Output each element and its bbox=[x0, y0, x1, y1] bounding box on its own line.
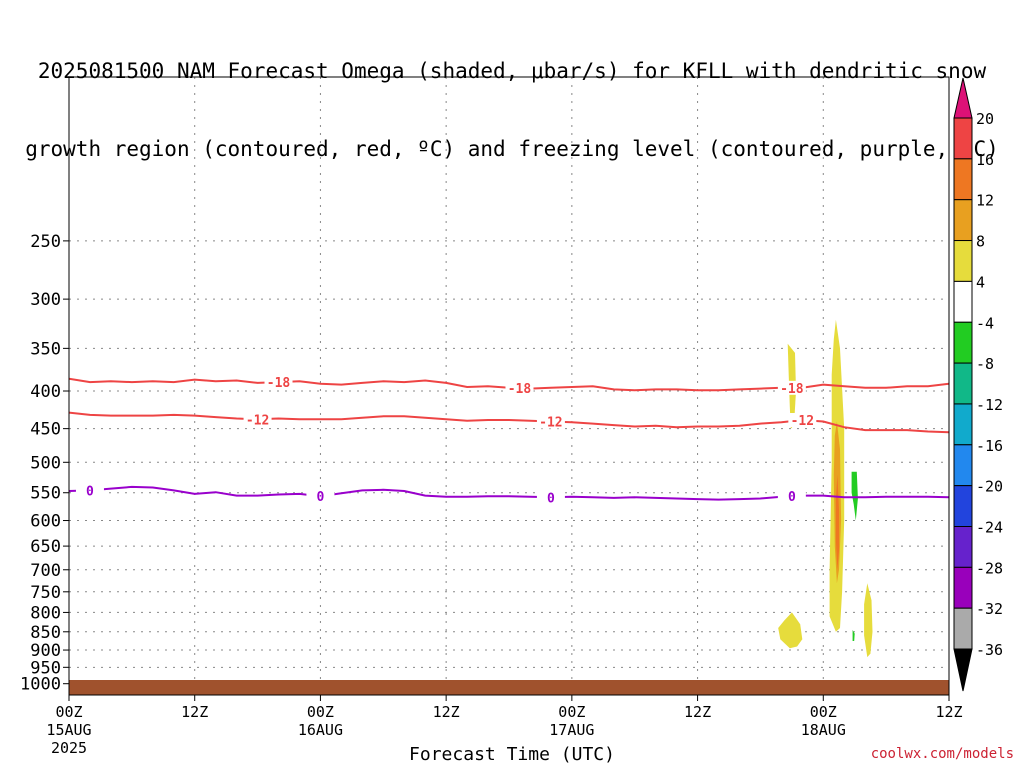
omega-shade-region bbox=[778, 612, 803, 649]
colorbar-label: -16 bbox=[976, 437, 1003, 455]
credit-link[interactable]: coolwx.com/models bbox=[870, 746, 1014, 762]
colorbar-swatch bbox=[953, 158, 973, 201]
x-tick-date: 15AUG bbox=[46, 721, 91, 739]
y-tick-label: 600 bbox=[30, 512, 61, 532]
colorbar-label: -4 bbox=[976, 314, 994, 332]
x-tick-label: 00Z bbox=[810, 703, 837, 721]
contour-label: 0 bbox=[547, 491, 555, 506]
contour-label-bg bbox=[536, 490, 565, 505]
y-tick-label: 800 bbox=[30, 603, 61, 623]
contour-label: -12 bbox=[246, 413, 269, 428]
omega-shade-region bbox=[835, 474, 839, 570]
colorbar-label: -8 bbox=[976, 355, 994, 373]
contour-label: -12 bbox=[539, 415, 562, 430]
ground-layer bbox=[69, 680, 949, 695]
contour-labels: -18 -18 -18 -12 -12 -12 0 0 0 0 bbox=[75, 375, 817, 506]
y-tick-label: 650 bbox=[30, 537, 61, 557]
colorbar-swatch bbox=[953, 321, 973, 364]
y-tick-label: 950 bbox=[30, 658, 61, 678]
contour-label: -18 bbox=[780, 382, 804, 397]
y-tick-label: 250 bbox=[30, 232, 61, 252]
x-tick-label: 00Z bbox=[307, 703, 334, 721]
chart-title: 2025081500 NAM Forecast Omega (shaded, μ… bbox=[0, 6, 1024, 188]
x-tick-date: 17AUG bbox=[549, 721, 594, 739]
colorbar-label: -28 bbox=[976, 559, 1003, 577]
colorbar-label: -24 bbox=[976, 519, 1003, 537]
colorbar-swatch bbox=[953, 566, 973, 609]
y-tick-label: 900 bbox=[30, 641, 61, 661]
colorbar: 20 16 12 8 4 -4 -8 -12 -16 -20 -24 -28 -32 -36 bbox=[953, 77, 1003, 692]
contour-label: -18 bbox=[508, 382, 532, 397]
colorbar-swatch bbox=[953, 362, 973, 405]
x-tick-year: 2025 bbox=[51, 739, 87, 757]
contour-label: -12 bbox=[791, 414, 814, 429]
y-tick-label: 400 bbox=[30, 382, 61, 402]
x-tick-label: 12Z bbox=[181, 703, 208, 721]
colorbar-swatch bbox=[953, 199, 973, 242]
y-tick-label: 700 bbox=[30, 561, 61, 581]
y-tick-label: 550 bbox=[30, 484, 61, 504]
colorbar-swatch bbox=[953, 444, 973, 487]
chart-title-line1: 2025081500 NAM Forecast Omega (shaded, μ… bbox=[37, 59, 987, 83]
colorbar-label: -20 bbox=[976, 478, 1003, 496]
contour-label: 0 bbox=[788, 490, 796, 505]
contour-label-bg bbox=[505, 381, 534, 396]
contour-label-bg bbox=[75, 483, 104, 498]
contour-label-bg bbox=[777, 380, 806, 395]
y-tick-label: 500 bbox=[30, 453, 61, 473]
omega-shade-region bbox=[851, 471, 858, 521]
colorbar-swatch bbox=[953, 240, 973, 282]
y-tick-label: 850 bbox=[30, 623, 61, 643]
y-axis: 2503003504004505005506006507007508008509… bbox=[20, 232, 69, 695]
y-tick-label: 350 bbox=[30, 339, 61, 359]
x-tick-label: 12Z bbox=[684, 703, 711, 721]
contour-label-bg bbox=[777, 489, 806, 504]
omega-shading bbox=[778, 319, 873, 658]
colorbar-label: 16 bbox=[976, 151, 994, 169]
x-tick-label: 00Z bbox=[55, 703, 82, 721]
colorbar-label: 12 bbox=[976, 192, 994, 210]
contour-label-bg bbox=[243, 412, 272, 427]
y-tick-label: 1000 bbox=[20, 675, 61, 695]
contour-label-bg bbox=[306, 489, 335, 504]
colorbar-swatch bbox=[953, 526, 973, 568]
contour-label-bg bbox=[788, 413, 817, 428]
colorbar-bottom-arrow bbox=[953, 648, 973, 692]
x-tick-label: 12Z bbox=[433, 703, 460, 721]
ground-band bbox=[69, 680, 949, 695]
colorbar-swatch bbox=[953, 117, 973, 160]
contour-label-bg bbox=[536, 414, 565, 429]
contour-label: 0 bbox=[86, 484, 94, 499]
y-tick-label: 750 bbox=[30, 583, 61, 603]
x-tick-date: 18AUG bbox=[801, 721, 846, 739]
colorbar-swatch bbox=[953, 485, 973, 527]
x-tick-date: 16AUG bbox=[298, 721, 343, 739]
x-tick-label: 12Z bbox=[935, 703, 962, 721]
colorbar-label: -12 bbox=[976, 396, 1003, 414]
plot-frame bbox=[68, 76, 950, 696]
y-tick-label: 300 bbox=[30, 290, 61, 310]
colorbar-label: -32 bbox=[976, 600, 1003, 618]
colorbar-swatch bbox=[953, 280, 973, 323]
colorbar-swatch bbox=[953, 607, 973, 650]
contour-label-bg bbox=[264, 375, 293, 390]
colorbar-top-arrow bbox=[953, 77, 973, 119]
colorbar-swatch bbox=[953, 403, 973, 446]
omega-shade-region bbox=[852, 629, 855, 641]
colorbar-label: -36 bbox=[976, 641, 1003, 659]
contour-label: -18 bbox=[267, 376, 291, 391]
colorbar-label: 20 bbox=[976, 110, 994, 128]
contour-label: 0 bbox=[317, 490, 325, 505]
dgz-contour bbox=[69, 411, 949, 434]
omega-shade-region bbox=[864, 583, 873, 658]
chart-title-line2: growth region (contoured, red, ºC) and f… bbox=[25, 137, 999, 161]
y-tick-label: 450 bbox=[30, 420, 61, 440]
x-axis-title: Forecast Time (UTC) bbox=[409, 744, 615, 765]
colorbar-label: 8 bbox=[976, 233, 985, 251]
colorbar-label: 4 bbox=[976, 273, 985, 291]
x-tick-label: 00Z bbox=[558, 703, 585, 721]
freezing-level-contour bbox=[69, 485, 949, 501]
